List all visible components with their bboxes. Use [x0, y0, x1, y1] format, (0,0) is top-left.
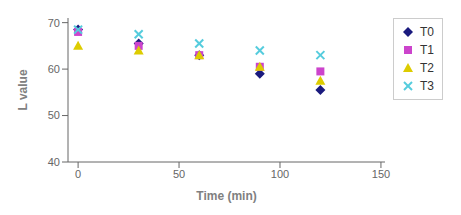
html-text:T1: T1	[420, 43, 434, 57]
svg-text:100: 100	[271, 168, 289, 180]
html-text:T3: T3	[420, 79, 434, 93]
svg-text:50: 50	[48, 109, 60, 121]
svg-text:60: 60	[48, 63, 60, 75]
svg-text:70: 70	[48, 17, 60, 29]
html-text:T2: T2	[420, 61, 434, 75]
svg-text:Time (min): Time (min)	[196, 189, 256, 203]
svg-text:150: 150	[372, 168, 390, 180]
svg-text:50: 50	[173, 168, 185, 180]
svg-text:0: 0	[75, 168, 81, 180]
svg-text:L value: L value	[16, 69, 30, 110]
svg-text:40: 40	[48, 156, 60, 168]
html-text:T0: T0	[420, 25, 434, 39]
